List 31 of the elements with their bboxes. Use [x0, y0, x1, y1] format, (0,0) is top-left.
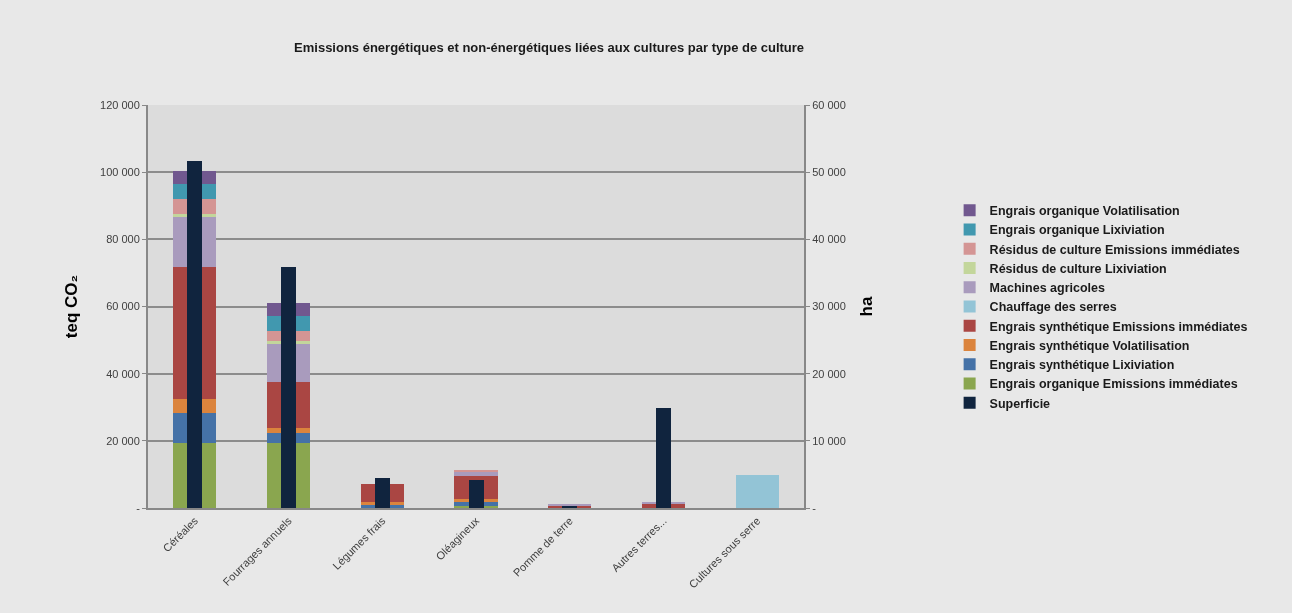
legend-label: Machines agricoles: [989, 281, 1105, 295]
y2-tick-label: 50 000: [812, 166, 846, 179]
y2-tick-label: 30 000: [812, 300, 846, 313]
legend-label: Engrais organique Emissions immédiates: [989, 377, 1238, 392]
y-tick-label: 120 000: [100, 98, 140, 111]
y2-tick-label: 40 000: [812, 233, 846, 246]
y-tick-label: 80 000: [106, 233, 140, 246]
y-tick-label: 100 000: [100, 166, 140, 179]
y-tick-label: 20 000: [106, 434, 140, 447]
legend-label: Engrais organique Volatilisation: [989, 204, 1180, 218]
legend-label: Engrais synthétique Emissions immédiates: [989, 319, 1248, 334]
legend-label: Engrais organique Lixiviation: [989, 223, 1165, 238]
legend-label: Résidus de culture Lixiviation: [989, 261, 1167, 276]
bar: [454, 470, 498, 473]
legend-label: Superficie: [989, 396, 1051, 411]
legend-label: Engrais synthétique Lixiviation: [989, 358, 1175, 372]
y2-tick-label: 10 000: [812, 434, 846, 447]
y-axis-title: teq CO₂: [62, 274, 82, 339]
legend-label: Résidus de culture Emissions immédiates: [989, 242, 1240, 257]
y2-tick-label: 20 000: [812, 367, 846, 380]
y-tick-label: -: [136, 501, 141, 514]
y2-tick-label: 60 000: [812, 98, 846, 111]
chart-title: Emissions énergétiques et non-énergétiques liées aux cultures par type de culture: [294, 40, 805, 56]
y2-axis-title: ha: [856, 296, 876, 317]
y2-tick-label: -: [812, 501, 817, 514]
bar: [735, 475, 779, 508]
y-tick-label: 60 000: [106, 300, 140, 313]
y-tick-label: 40 000: [106, 367, 140, 380]
legend-label: Engrais synthétique Volatilisation: [989, 338, 1190, 353]
bar: [454, 472, 498, 477]
legend-label: Chauffage des serres: [989, 300, 1117, 315]
